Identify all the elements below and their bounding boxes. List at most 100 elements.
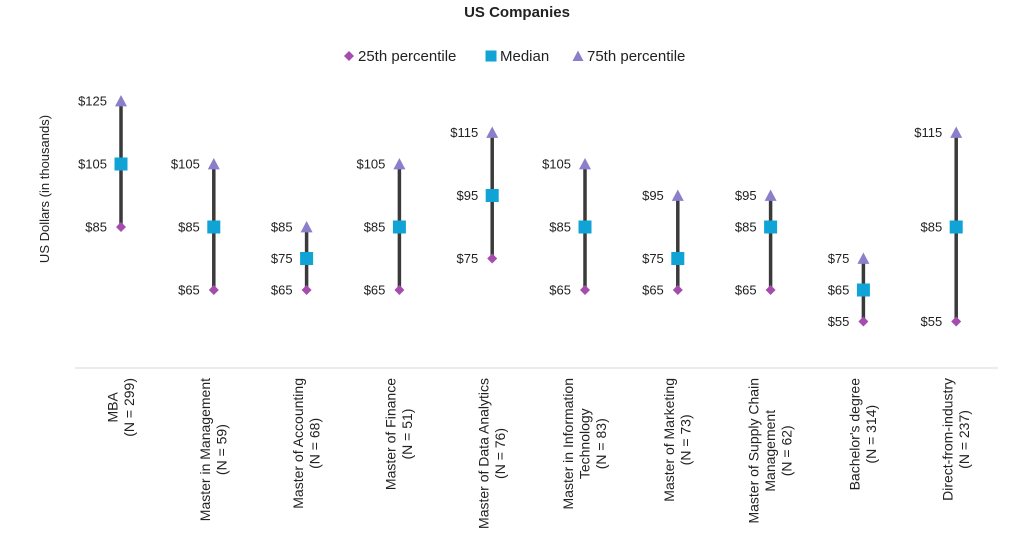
category-label-line: (N = 73)	[678, 414, 694, 465]
p75-label: $85	[271, 220, 293, 235]
category-label-line: Master of Supply Chain	[746, 378, 762, 524]
p75-marker	[300, 221, 313, 233]
median-marker	[207, 220, 221, 234]
p75-label: $95	[735, 188, 757, 203]
category-label-line: Master in Management	[197, 378, 213, 521]
p25-marker	[858, 316, 869, 327]
range-group: $65 $85 $95	[735, 188, 778, 298]
category-label-line: Master of Marketing	[661, 378, 677, 502]
range-group: $85 $105 $125	[78, 94, 128, 235]
p75-label: $125	[78, 94, 107, 109]
legend: 25th percentile Median 75th percentile	[344, 48, 685, 65]
median-marker	[764, 220, 778, 234]
category-label: Master of Data Analytics(N = 76)	[475, 378, 508, 529]
legend-triangle-marker	[572, 50, 584, 61]
range-group: $65 $85 $105	[171, 157, 221, 298]
legend-label: 75th percentile	[587, 48, 685, 65]
median-marker	[392, 220, 406, 234]
p75-marker	[486, 126, 499, 138]
median-marker	[949, 220, 963, 234]
category-label-line: Master of Data Analytics	[475, 378, 491, 529]
category-label-line: (N = 68)	[306, 418, 322, 469]
p75-label: $75	[828, 251, 850, 266]
p25-label: $65	[549, 283, 571, 298]
p75-label: $115	[450, 125, 478, 140]
range-group: $55 $65 $75	[828, 251, 870, 329]
p25-label: $55	[828, 314, 850, 329]
median-label: $85	[364, 220, 386, 235]
category-label-line: Master in Information	[560, 378, 576, 510]
p75-marker	[764, 189, 777, 201]
p75-marker	[115, 95, 127, 107]
p25-label: $65	[735, 283, 757, 298]
legend-item: 75th percentile	[572, 48, 685, 65]
x-axis-categories: MBA(N = 299) Master in Management(N = 59)…	[104, 378, 972, 529]
p25-label: $65	[364, 283, 386, 298]
p25-marker	[765, 285, 776, 295]
p25-label: $65	[178, 283, 200, 298]
category-label-line: Management	[762, 410, 778, 492]
median-label: $85	[735, 220, 757, 235]
median-marker	[671, 252, 685, 265]
p25-label: $65	[642, 283, 664, 298]
p75-marker	[207, 158, 220, 170]
category-label: Master in Management(N = 59)	[197, 378, 230, 521]
median-label: $95	[456, 188, 478, 203]
median-label: $85	[178, 220, 200, 235]
category-label-line: (N = 299)	[121, 378, 137, 437]
category-label-line: (N = 237)	[956, 410, 972, 469]
category-label: Master of Marketing(N = 73)	[661, 378, 694, 502]
range-group: $75 $95 $115	[450, 125, 499, 266]
range-group: $65 $85 $105	[356, 157, 406, 298]
p75-marker	[579, 158, 591, 170]
category-label-line: Bachelor's degree	[847, 378, 863, 491]
p75-label: $95	[642, 188, 664, 203]
median-label: $105	[78, 157, 107, 172]
p25-marker	[116, 222, 126, 232]
p75-label: $115	[914, 125, 942, 140]
category-label: Master in InformationTechnology(N = 83)	[560, 378, 609, 510]
category-label-line: Direct-from-industry	[939, 378, 955, 501]
legend-label: 25th percentile	[358, 48, 456, 65]
p25-marker	[301, 285, 312, 295]
p25-marker	[951, 316, 962, 327]
category-label: Master of Finance(N = 51)	[383, 378, 416, 490]
p25-marker	[580, 285, 590, 295]
range-group: $55 $85 $115	[914, 125, 963, 329]
p25-label: $85	[85, 220, 107, 235]
p25-marker	[672, 285, 683, 295]
p75-marker	[857, 252, 870, 264]
y-axis-label: US Dollars (in thousands)	[37, 115, 52, 263]
p75-label: $105	[542, 157, 571, 172]
median-label: $65	[828, 283, 850, 298]
median-label: $75	[642, 251, 664, 266]
median-marker	[856, 283, 870, 297]
median-label: $75	[271, 251, 293, 266]
category-label: Master of Accounting(N = 68)	[290, 378, 323, 509]
median-marker	[485, 189, 499, 202]
p75-label: $105	[356, 157, 385, 172]
legend-diamond-marker	[344, 51, 354, 61]
category-label-line: (N = 59)	[214, 424, 230, 475]
category-label: Direct-from-industry(N = 237)	[939, 378, 972, 501]
range-group: $65 $75 $95	[642, 188, 685, 298]
plot-area: $85 $105 $125 $65 $85 $105 $65 $75 $85 $65 $85 $105…	[78, 94, 963, 329]
median-label: $85	[920, 220, 942, 235]
legend-item: 25th percentile	[344, 48, 456, 65]
category-label-line: MBA	[104, 392, 120, 423]
legend-item: Median	[485, 48, 549, 65]
category-label-line: (N = 314)	[863, 405, 879, 464]
category-label-line: (N = 83)	[593, 418, 609, 469]
category-label-line: (N = 76)	[492, 428, 508, 479]
median-marker	[300, 252, 314, 265]
median-label: $85	[549, 220, 571, 235]
p25-marker	[394, 285, 405, 295]
p75-marker	[671, 189, 684, 201]
range-group: $65 $85 $105	[542, 157, 592, 298]
p75-marker	[393, 158, 406, 170]
p25-label: $55	[920, 314, 942, 329]
category-label: Master of Supply ChainManagement(N = 62)	[746, 378, 795, 524]
chart-title: US Companies	[464, 4, 570, 21]
